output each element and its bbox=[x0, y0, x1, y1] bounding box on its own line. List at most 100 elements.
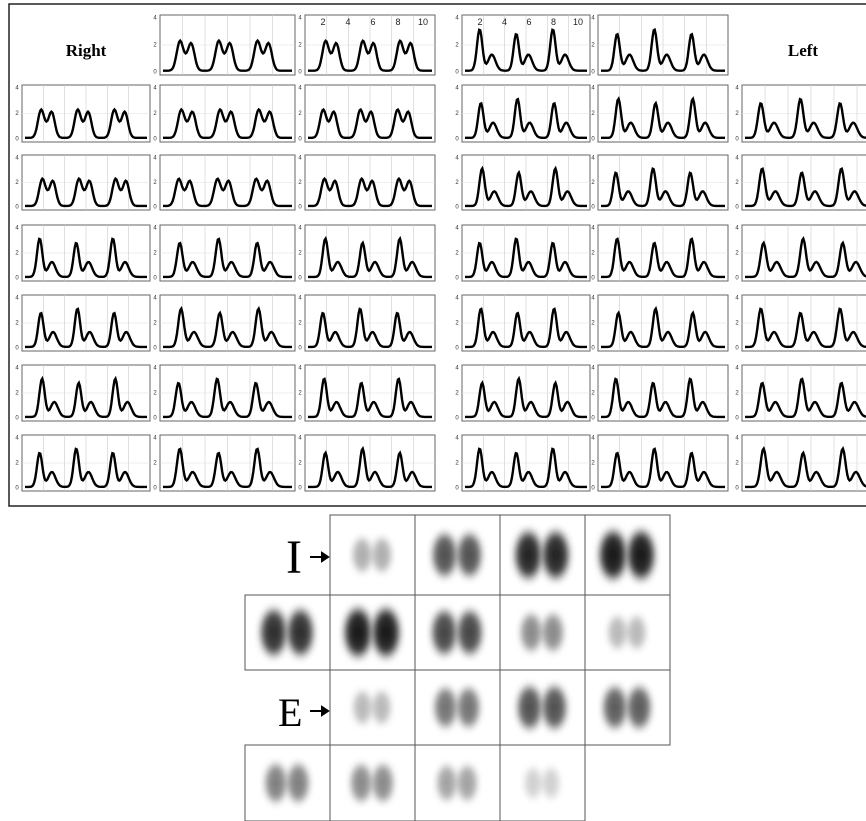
y-tick-label: 0 bbox=[15, 416, 19, 422]
y-tick-label: 2 bbox=[735, 391, 739, 397]
waveform-panel: 420 bbox=[455, 435, 590, 492]
y-tick-label: 0 bbox=[15, 486, 19, 492]
waveform-panel: 4 2 0 bbox=[735, 225, 866, 282]
lung-lobe bbox=[624, 525, 658, 585]
y-tick-label: 2 bbox=[591, 111, 595, 117]
y-tick-label: 2 bbox=[735, 251, 739, 257]
x-tick-label: 2 bbox=[320, 17, 325, 27]
y-tick-label: 4 bbox=[15, 86, 19, 92]
y-tick-label: 0 bbox=[591, 416, 595, 422]
y-tick-label: 4 bbox=[455, 156, 459, 162]
y-tick-label: 0 bbox=[735, 205, 739, 211]
y-tick-label: 0 bbox=[735, 137, 739, 143]
y-tick-label: 2 bbox=[591, 180, 595, 186]
scan-cell bbox=[330, 670, 415, 745]
waveform-panel: 420 bbox=[15, 295, 150, 352]
y-tick-label: 2 bbox=[298, 321, 302, 327]
scan-cell bbox=[330, 745, 415, 821]
lung-lobe bbox=[370, 760, 396, 807]
y-tick-label: 0 bbox=[735, 346, 739, 352]
y-tick-label: 4 bbox=[298, 226, 302, 232]
scan-cell bbox=[585, 595, 670, 670]
x-tick-label: 10 bbox=[573, 17, 583, 27]
y-tick-label: 4 bbox=[298, 156, 302, 162]
waveform-panel: 420 bbox=[455, 225, 590, 282]
lung-lobe bbox=[370, 687, 393, 728]
lung-lobe bbox=[285, 759, 312, 807]
lung-lobe bbox=[539, 681, 569, 734]
y-tick-label: 4 bbox=[298, 16, 302, 22]
y-tick-label: 0 bbox=[153, 137, 157, 143]
y-tick-label: 4 bbox=[735, 226, 739, 232]
waveform-panel: 420 bbox=[591, 15, 728, 76]
waveform-panel: 420 bbox=[735, 295, 866, 352]
lung-lobe bbox=[624, 682, 653, 734]
waveform-panel: 420 bbox=[591, 365, 728, 422]
lung-lobe bbox=[455, 683, 483, 732]
y-tick-label: 2 bbox=[15, 391, 19, 397]
y-tick-label: 0 bbox=[735, 276, 739, 282]
waveform-panel: 420 bbox=[591, 85, 728, 143]
y-tick-label: 0 bbox=[15, 205, 19, 211]
waveform-panel: 420 bbox=[298, 155, 435, 211]
scan-cell bbox=[330, 595, 415, 670]
waveform-panel: 420 bbox=[591, 435, 728, 492]
scan-cell bbox=[245, 595, 330, 670]
waveform-panel: 420 bbox=[153, 155, 295, 211]
x-tick-label: 4 bbox=[345, 17, 350, 27]
y-tick-label: 4 bbox=[455, 366, 459, 372]
y-tick-label: 0 bbox=[153, 70, 157, 76]
y-tick-label: 0 bbox=[455, 276, 459, 282]
y-tick-label: 2 bbox=[298, 180, 302, 186]
y-tick-label: 0 bbox=[298, 137, 302, 143]
y-tick-label: 4 bbox=[591, 296, 595, 302]
waveform-panel: 420 bbox=[153, 435, 295, 492]
right-label: Right bbox=[66, 41, 107, 60]
expiration-label: E bbox=[278, 690, 302, 735]
y-tick-label: 4 bbox=[153, 436, 157, 442]
y-tick-label: 2 bbox=[153, 461, 157, 467]
x-tick-label: 10 bbox=[418, 17, 428, 27]
x-tick-label: 4 bbox=[502, 17, 507, 27]
y-tick-label: 4 bbox=[153, 226, 157, 232]
scan-cell bbox=[415, 745, 500, 821]
x-tick-label: 8 bbox=[395, 17, 400, 27]
y-tick-label: 4 bbox=[591, 366, 595, 372]
scan-cell bbox=[415, 595, 500, 670]
x-tick-label: 6 bbox=[526, 17, 531, 27]
lung-lobe bbox=[539, 526, 572, 585]
y-tick-label: 4 bbox=[735, 156, 739, 162]
lung-lobe bbox=[540, 764, 562, 802]
waveform-panel: 420 bbox=[15, 225, 150, 282]
y-tick-label: 0 bbox=[455, 205, 459, 211]
y-tick-label: 4 bbox=[15, 366, 19, 372]
scan-cell bbox=[585, 515, 670, 595]
lung-lobe bbox=[625, 612, 648, 653]
y-tick-label: 4 bbox=[591, 86, 595, 92]
lung-lobe bbox=[284, 604, 316, 661]
waveform-panel: 420 bbox=[455, 85, 590, 143]
waveform-panel: 420 bbox=[15, 85, 150, 143]
y-tick-label: 4 bbox=[153, 86, 157, 92]
waveform-panel: 420 bbox=[298, 295, 435, 352]
y-tick-label: 4 bbox=[735, 296, 739, 302]
y-tick-label: 2 bbox=[298, 111, 302, 117]
y-tick-label: 4 bbox=[298, 436, 302, 442]
y-tick-label: 4 bbox=[455, 296, 459, 302]
waveform-panel: 420 bbox=[298, 225, 435, 282]
y-tick-label: 4 bbox=[455, 16, 459, 22]
y-tick-label: 4 bbox=[455, 86, 459, 92]
waveform-panel: 420 bbox=[153, 295, 295, 352]
y-tick-label: 2 bbox=[591, 321, 595, 327]
waveform-panel: 420 bbox=[735, 155, 866, 211]
scan-cell bbox=[500, 515, 585, 595]
lung-lobe bbox=[370, 534, 394, 576]
lung-lobe bbox=[454, 528, 484, 581]
y-tick-label: 0 bbox=[15, 346, 19, 352]
waveform-panel: 420 bbox=[298, 435, 435, 492]
y-tick-label: 4 bbox=[15, 436, 19, 442]
y-tick-label: 2 bbox=[15, 180, 19, 186]
y-tick-label: 2 bbox=[153, 43, 157, 49]
inspiration-label: I bbox=[286, 531, 302, 584]
y-tick-label: 2 bbox=[15, 251, 19, 257]
